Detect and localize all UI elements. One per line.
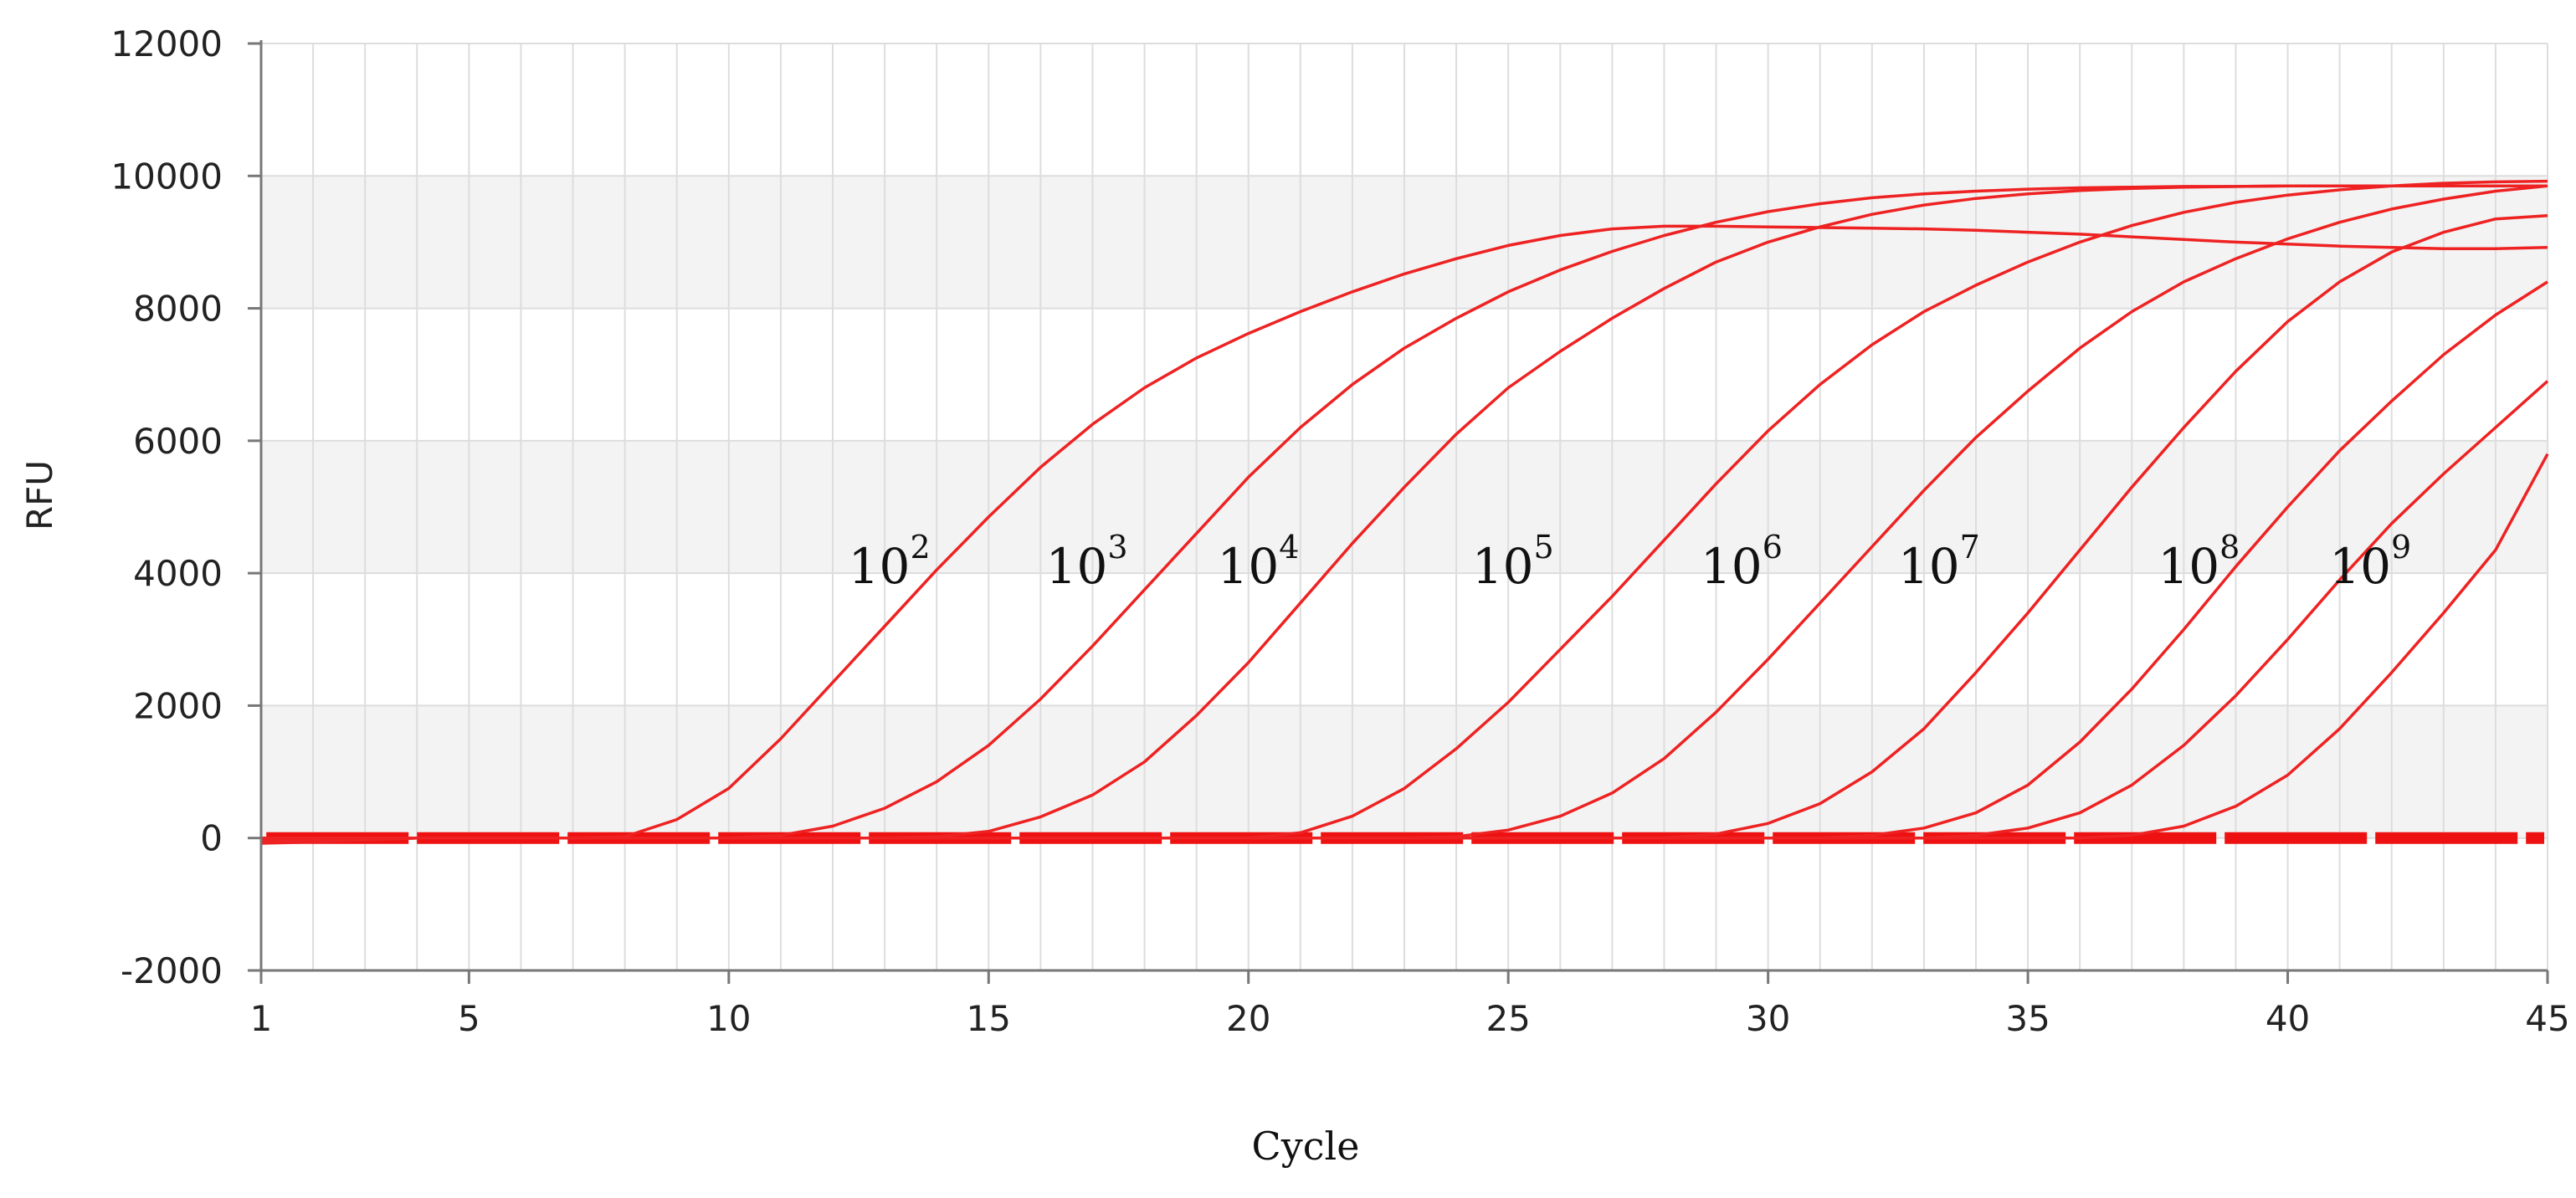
y-tick-label: 6000 <box>133 421 223 462</box>
x-tick-label: 40 <box>2266 998 2310 1039</box>
x-axis-title: Cycle <box>1252 1124 1360 1169</box>
amplification-curve <box>261 453 2549 840</box>
y-tick-label: 10000 <box>110 156 223 197</box>
x-tick-label: 5 <box>458 998 480 1039</box>
x-tick-label: 15 <box>967 998 1011 1039</box>
x-tick-label: 45 <box>2525 998 2569 1039</box>
x-tick-labels: 1 5 10 15 20 25 30 35 40 45 <box>250 998 2570 1039</box>
curve-label: 107 <box>1898 529 1980 595</box>
curve-label: 106 <box>1701 529 1783 595</box>
axes <box>248 40 2549 984</box>
y-tick-label: -2000 <box>121 950 223 991</box>
y-axis-title: RFU <box>19 460 60 530</box>
gridlines <box>260 43 2548 971</box>
x-tick-label: 20 <box>1226 998 1270 1039</box>
curve-label: 104 <box>1217 529 1299 595</box>
curve-label: 109 <box>2329 529 2411 595</box>
amplification-curves <box>260 179 2549 845</box>
y-tick-label: 2000 <box>133 685 223 726</box>
y-tick-label: 4000 <box>133 553 223 594</box>
y-tick-label: 8000 <box>133 289 223 330</box>
curve-labels: 102 103 104 105 106 107 108 109 <box>849 529 2412 595</box>
y-tick-label: 0 <box>200 818 223 859</box>
curve-label: 105 <box>1472 529 1554 595</box>
y-tick-labels: -2000 0 2000 4000 6000 8000 10000 12000 <box>110 23 223 991</box>
y-tick-label: 12000 <box>110 23 223 64</box>
x-tick-label: 1 <box>250 998 273 1039</box>
x-tick-label: 30 <box>1746 998 1790 1039</box>
curve-label: 102 <box>849 529 931 595</box>
x-tick-label: 10 <box>706 998 751 1039</box>
amplification-curve <box>260 224 2548 845</box>
curve-label: 103 <box>1046 529 1128 595</box>
x-tick-label: 25 <box>1486 998 1530 1039</box>
x-tick-label: 35 <box>2005 998 2050 1039</box>
curve-label: 108 <box>2158 529 2240 595</box>
